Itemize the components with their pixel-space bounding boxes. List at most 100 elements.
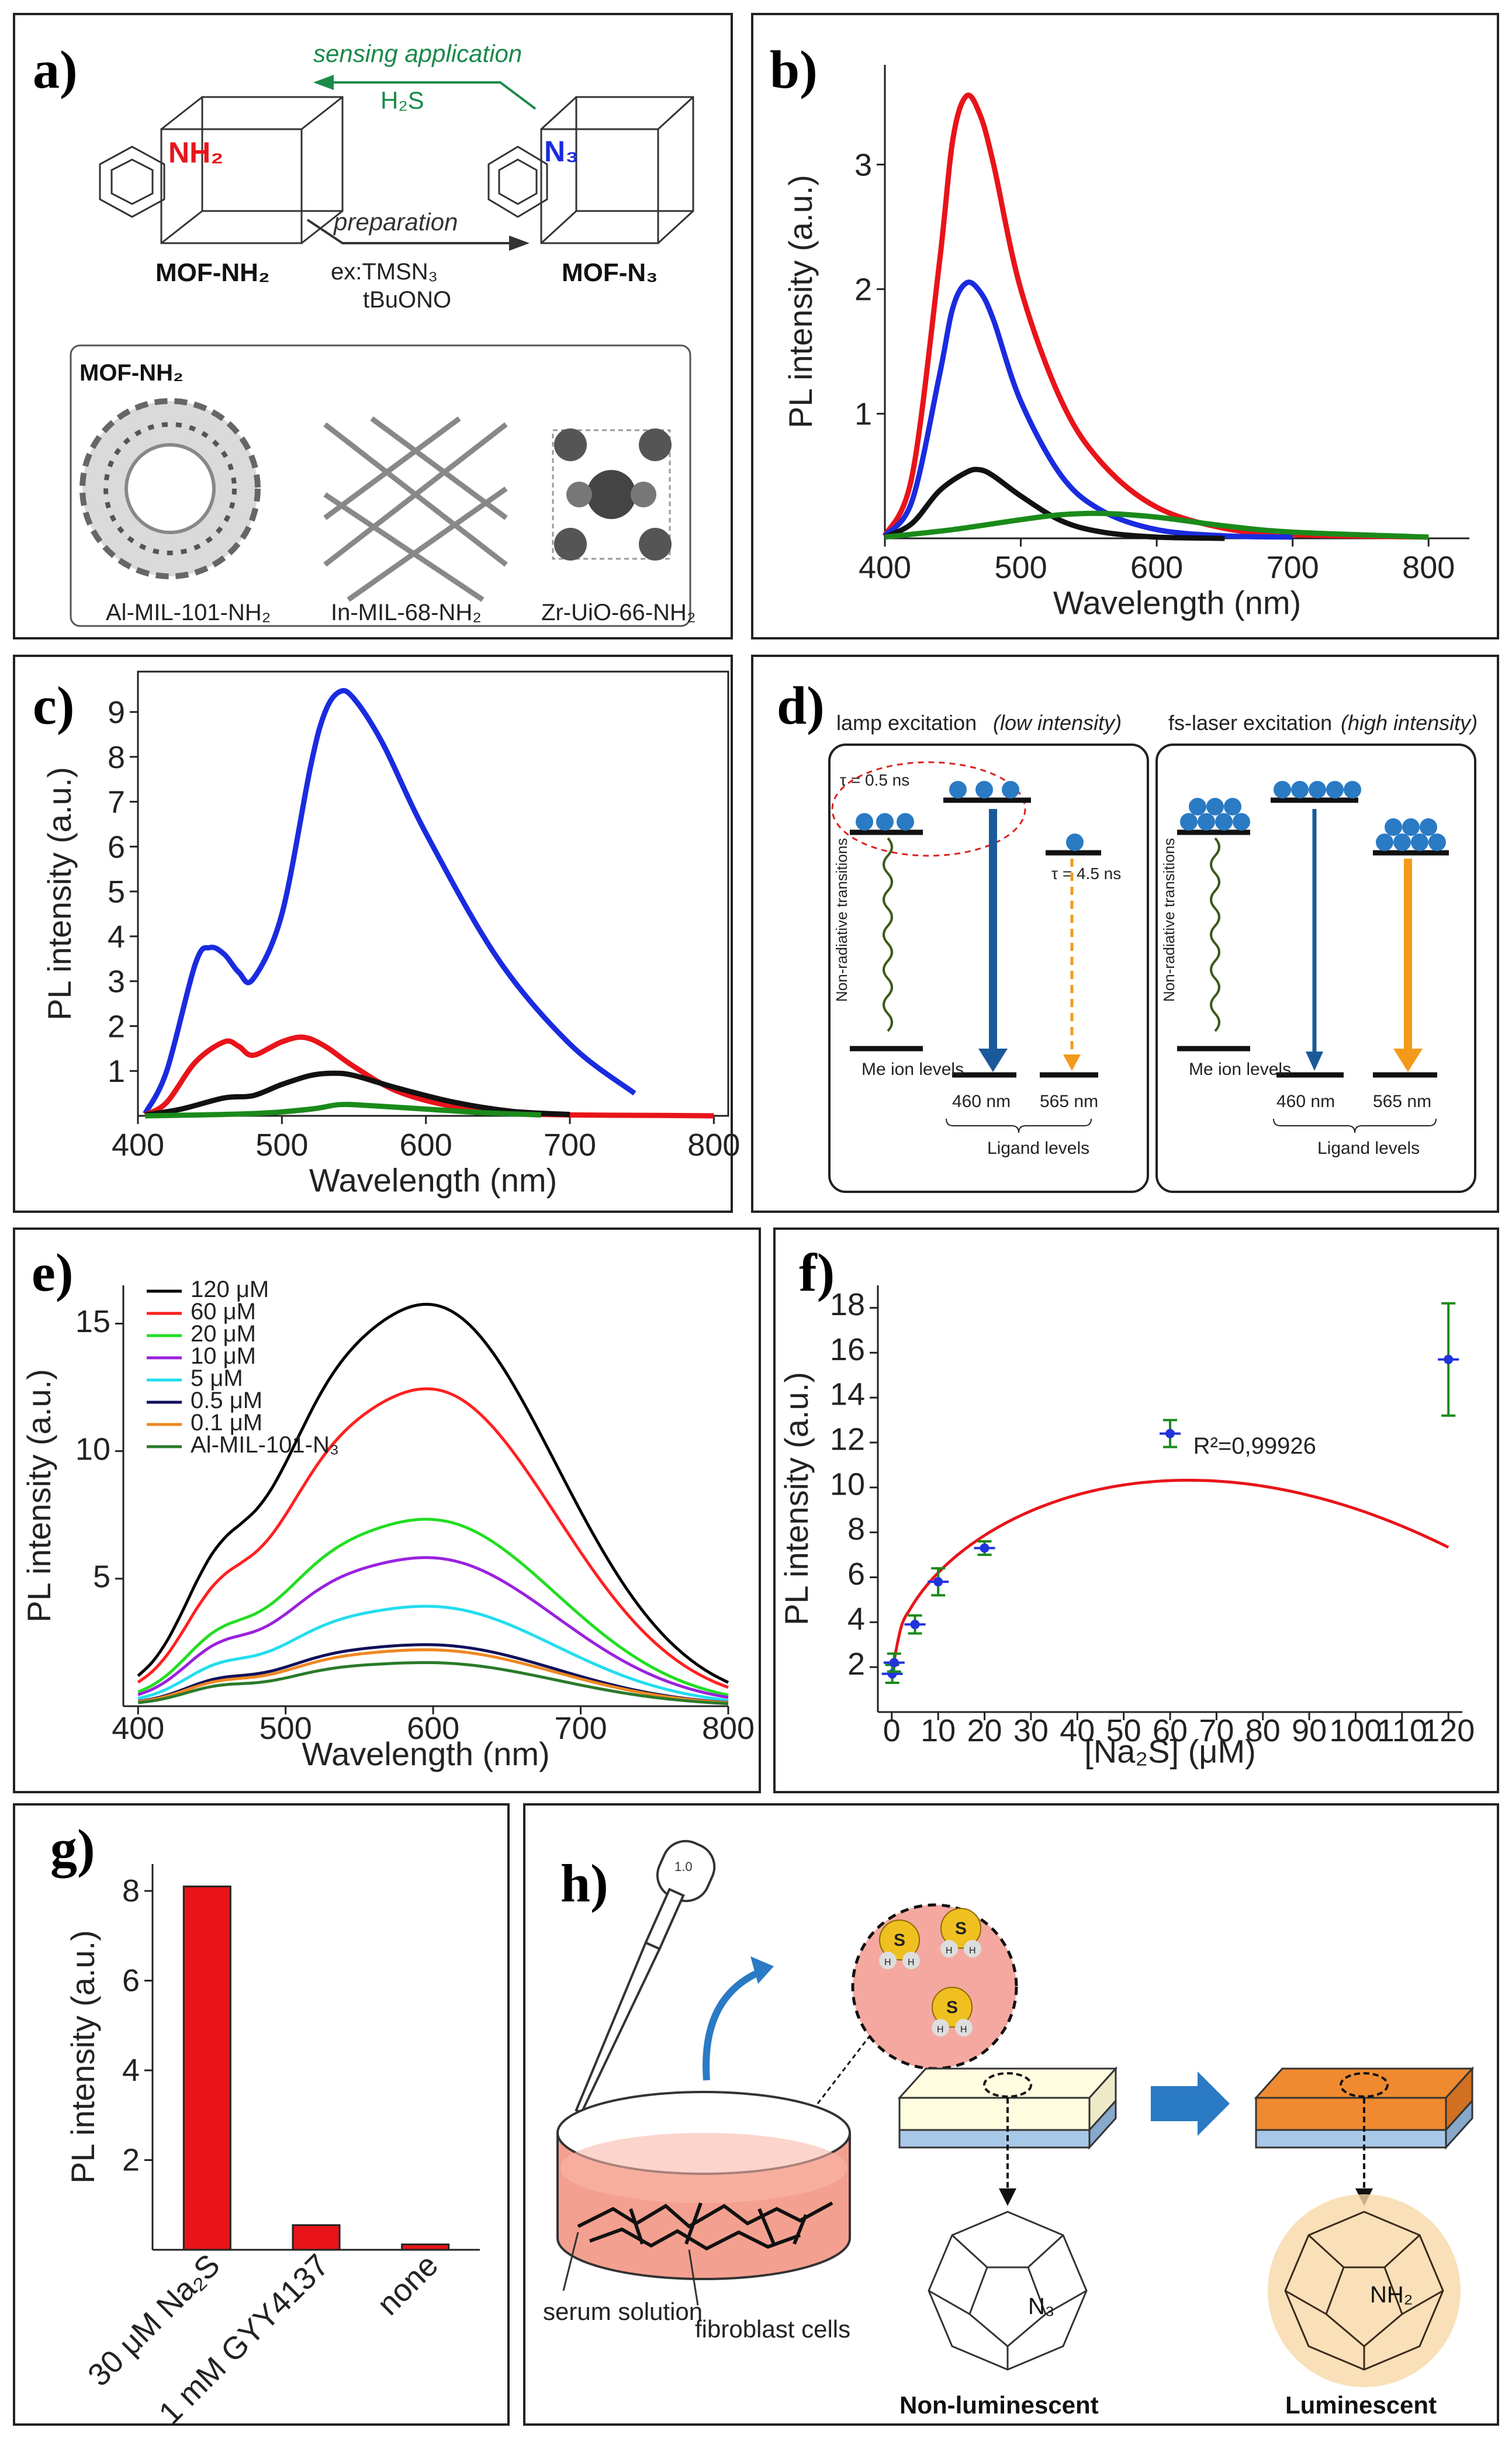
y-tick-label: 6 bbox=[122, 1963, 140, 1998]
panel-g: 2 4 6 8 PL intensity (a.u.) 30 μM Na₂S 1 mM GY… bbox=[13, 1803, 510, 2431]
series-blue bbox=[883, 279, 1293, 540]
x-tick-label: 400 bbox=[112, 1711, 164, 1746]
y-tick-label: 4 bbox=[122, 2053, 140, 2088]
x-tick-label: 700 bbox=[1267, 550, 1319, 585]
left-title-it: (low intensity) bbox=[993, 711, 1122, 735]
x-tick-label: 800 bbox=[702, 1711, 755, 1746]
y-tick-label: 2 bbox=[122, 2143, 140, 2178]
y-tick-label: 2 bbox=[847, 1647, 865, 1682]
ligand-right: Ligand levels bbox=[1317, 1139, 1420, 1158]
nonlum-label: Non-luminescent bbox=[899, 2391, 1099, 2419]
legend-label: 5 μM bbox=[191, 1365, 243, 1391]
y-axis-title: PL intensity (a.u.) bbox=[64, 1930, 101, 2184]
left-title: lamp excitation bbox=[836, 711, 977, 735]
x-tick-label: 110 bbox=[1377, 1713, 1427, 1748]
x-tick-label: 600 bbox=[1130, 550, 1183, 585]
y-tick-label: 15 bbox=[75, 1304, 110, 1339]
sensing-arrow bbox=[325, 81, 537, 110]
right-title: fs-laser excitation bbox=[1168, 711, 1332, 735]
chart-e: 400 500 600 700 800 5 10 15 Wavelength (nm) PL in… bbox=[20, 1277, 755, 1772]
s-3: S bbox=[946, 1998, 958, 2017]
reagent-2: tBuONO bbox=[363, 287, 451, 313]
panel-c: 400 500 600 700 800 1 2 3 4 5 6 7 8 9 Wavelength (nm) P… bbox=[13, 655, 740, 1213]
series-black bbox=[883, 466, 1225, 541]
chart-c: 400 500 600 700 800 1 2 3 4 5 6 7 8 9 Wavelength (nm) P… bbox=[41, 670, 740, 1199]
y-tick-label: 8 bbox=[122, 1873, 140, 1908]
tau2: τ = 4.5 ns bbox=[1051, 864, 1121, 883]
x-tick-label: 0 bbox=[883, 1713, 901, 1748]
panel-a-label: a) bbox=[33, 40, 78, 99]
x-tick-label: 700 bbox=[544, 1128, 596, 1163]
panel-d-diagram: lamp excitation (low intensity) fs-laser… bbox=[828, 711, 1478, 1193]
mof-structure-1 bbox=[79, 398, 261, 579]
x-axis-title: Wavelength (nm) bbox=[302, 1735, 549, 1772]
series-line bbox=[137, 1643, 729, 1704]
preparation-arrow bbox=[306, 219, 518, 244]
data-point bbox=[1165, 1429, 1175, 1438]
h-3: H bbox=[946, 1946, 953, 1956]
slab-right bbox=[1254, 2066, 1475, 2150]
x-tick-label: 120 bbox=[1422, 1713, 1475, 1748]
x-tick-label: 500 bbox=[260, 1711, 312, 1746]
series-line bbox=[137, 1556, 729, 1699]
pipette-mark: 1.0 bbox=[674, 1859, 693, 1874]
y-tick-label: 1 bbox=[854, 397, 872, 432]
series-line bbox=[137, 1517, 729, 1697]
series-blue bbox=[143, 688, 636, 1115]
x-tick-label: 700 bbox=[555, 1711, 607, 1746]
blue-arrow bbox=[703, 1969, 761, 2081]
category-label: none bbox=[371, 2247, 445, 2322]
bar bbox=[401, 2243, 450, 2251]
legend-label: 0.1 μM bbox=[191, 1410, 262, 1436]
mof-structures-box bbox=[70, 344, 691, 627]
panel-c-label: c) bbox=[33, 676, 75, 735]
x-tick-label: 800 bbox=[1402, 550, 1455, 585]
panel-e-label: e) bbox=[32, 1243, 74, 1302]
x-tick-label: 10 bbox=[921, 1713, 956, 1748]
fit-line bbox=[890, 1478, 1449, 1673]
panel-h: 1.0 S S S H H H H H H bbox=[523, 1803, 1499, 2426]
panel-b-label: b) bbox=[770, 40, 818, 99]
x-tick-label: 50 bbox=[1106, 1713, 1141, 1748]
big-arrow bbox=[1151, 2072, 1230, 2136]
legend-label: 0.5 μM bbox=[191, 1388, 262, 1413]
fibro-label: fibroblast cells bbox=[695, 2315, 850, 2343]
x-tick-label: 30 bbox=[1013, 1713, 1049, 1748]
nonrad-left: Non-radiative transitions bbox=[833, 838, 850, 1002]
nm460-right: 460 nm bbox=[1276, 1092, 1335, 1111]
x-tick-label: 400 bbox=[112, 1128, 164, 1163]
nm460-left: 460 nm bbox=[952, 1092, 1011, 1111]
series-green bbox=[884, 510, 1429, 540]
mof3-label: Zr-UiO-66-NH₂ bbox=[541, 600, 696, 625]
y-tick-label: 10 bbox=[75, 1431, 110, 1467]
nh2-group: NH₂ bbox=[1370, 2282, 1413, 2308]
panel-e: 400 500 600 700 800 5 10 15 Wavelength (nm) PL in… bbox=[13, 1227, 761, 1793]
h-2: H bbox=[908, 1958, 915, 1967]
data-point bbox=[1444, 1354, 1454, 1364]
panel-f: 0 10 20 30 40 50 60 70 80 90 100 110 120 2 4 6 8 10 12 14 16… bbox=[773, 1227, 1499, 1793]
reagent-1: ex:TMSN₃ bbox=[331, 259, 438, 285]
meion-right: Me ion levels bbox=[1189, 1060, 1291, 1079]
plot-frame bbox=[137, 670, 729, 1117]
series-black bbox=[144, 1070, 570, 1118]
bar bbox=[182, 1885, 231, 2251]
h2s-bubble bbox=[851, 1903, 1018, 2070]
y-tick-label: 3 bbox=[854, 147, 872, 182]
mof-n3-label: MOF-N₃ bbox=[562, 258, 658, 287]
mof2-label: In-MIL-68-NH₂ bbox=[331, 600, 482, 625]
x-tick-label: 500 bbox=[995, 550, 1047, 585]
panel-h-label: h) bbox=[560, 1853, 608, 1913]
data-point bbox=[910, 1620, 920, 1630]
data-point bbox=[933, 1577, 943, 1587]
y-tick-label: 18 bbox=[830, 1287, 865, 1322]
serum-label: serum solution bbox=[543, 2298, 703, 2325]
y-axis-title: PL intensity (a.u.) bbox=[41, 767, 78, 1021]
h-4: H bbox=[969, 1946, 976, 1956]
x-tick-label: 800 bbox=[687, 1128, 740, 1163]
y-tick-label: 4 bbox=[847, 1602, 865, 1637]
h2s-label: H₂S bbox=[380, 87, 424, 114]
series-line bbox=[137, 1302, 729, 1684]
panel-a: NH₂ MOF-NH₂ N₃ MOF-N₃ sensing applicatio… bbox=[13, 13, 733, 639]
polyhedron-left bbox=[928, 2211, 1088, 2371]
x-tick-label: 90 bbox=[1292, 1713, 1327, 1748]
